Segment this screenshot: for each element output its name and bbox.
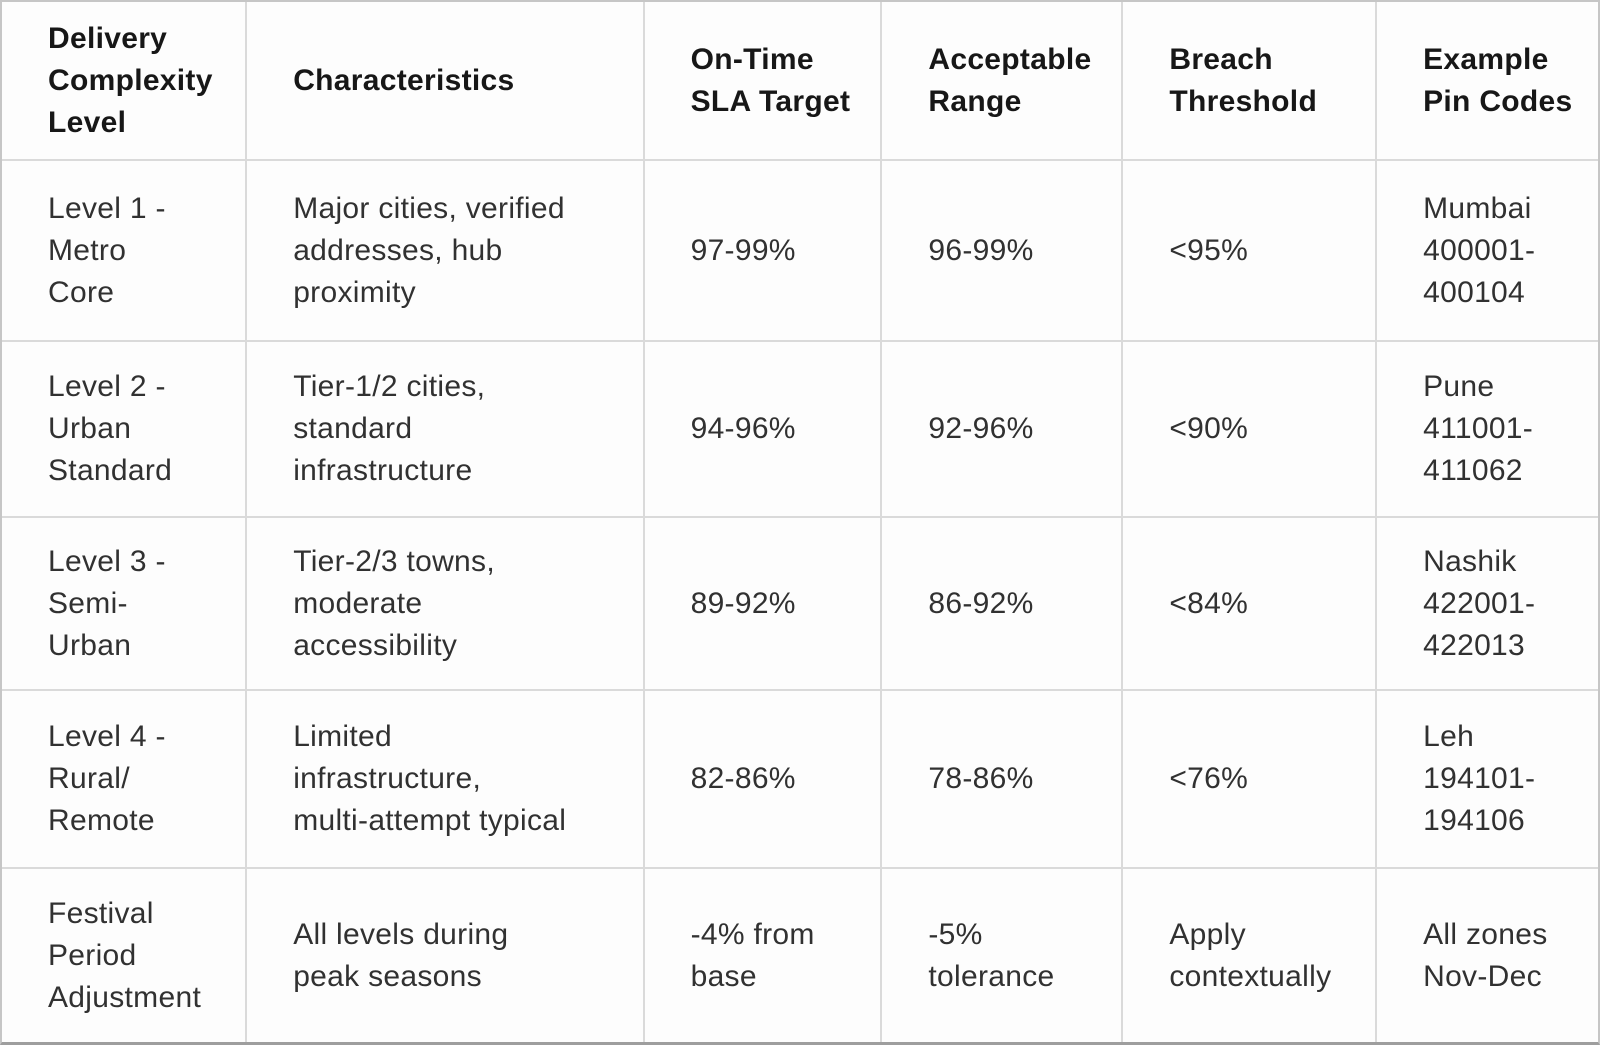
col-header-breach-threshold: Breach Threshold — [1121, 2, 1378, 161]
cell-sla-target: 94-96% — [642, 340, 883, 518]
table-row-level-4-rural-remote: Level 4 - Rural/ Remote Limited infrastr… — [2, 689, 1598, 869]
cell-sla-target: 97-99% — [642, 159, 883, 342]
cell-acceptable-range: 86-92% — [880, 516, 1124, 691]
table-row-level-3-semi-urban: Level 3 - Semi- Urban Tier-2/3 towns, mo… — [2, 516, 1598, 691]
cell-acceptable-range: 96-99% — [880, 159, 1124, 342]
col-header-delivery-complexity-level: Delivery Complexity Level — [2, 2, 248, 161]
cell-breach-threshold: <76% — [1121, 689, 1378, 869]
col-header-acceptable-range: Acceptable Range — [880, 2, 1124, 161]
cell-breach-threshold: <90% — [1121, 340, 1378, 518]
cell-acceptable-range: 92-96% — [880, 340, 1124, 518]
cell-level: Level 2 - Urban Standard — [2, 340, 248, 518]
cell-breach-threshold: Apply contextually — [1121, 867, 1378, 1042]
cell-sla-target: -4% from base — [642, 867, 883, 1042]
cell-acceptable-range: -5% tolerance — [880, 867, 1124, 1042]
cell-breach-threshold: <95% — [1121, 159, 1378, 342]
table-row-festival-period-adjustment: Festival Period Adjustment All levels du… — [2, 867, 1598, 1042]
cell-example-pins: Mumbai 400001- 400104 — [1375, 159, 1598, 342]
header-row: Delivery Complexity Level Characteristic… — [2, 2, 1598, 161]
cell-level: Festival Period Adjustment — [2, 867, 248, 1042]
col-header-characteristics: Characteristics — [245, 2, 645, 161]
cell-characteristics: Limited infrastructure, multi-attempt ty… — [245, 689, 645, 869]
cell-sla-target: 82-86% — [642, 689, 883, 869]
cell-characteristics: Major cities, verified addresses, hub pr… — [245, 159, 645, 342]
cell-characteristics: Tier-2/3 towns, moderate accessibility — [245, 516, 645, 691]
cell-level: Level 1 - Metro Core — [2, 159, 248, 342]
cell-example-pins: Nashik 422001- 422013 — [1375, 516, 1598, 691]
cell-example-pins: Pune 411001- 411062 — [1375, 340, 1598, 518]
cell-level: Level 4 - Rural/ Remote — [2, 689, 248, 869]
cell-level: Level 3 - Semi- Urban — [2, 516, 248, 691]
cell-example-pins: Leh 194101- 194106 — [1375, 689, 1598, 869]
col-header-on-time-sla-target: On-Time SLA Target — [642, 2, 883, 161]
cell-breach-threshold: <84% — [1121, 516, 1378, 691]
cell-example-pins: All zones Nov-Dec — [1375, 867, 1598, 1042]
cell-characteristics: All levels during peak seasons — [245, 867, 645, 1042]
table-row-level-1-metro-core: Level 1 - Metro Core Major cities, verif… — [2, 159, 1598, 342]
col-header-example-pin-codes: Example Pin Codes — [1375, 2, 1598, 161]
table-row-level-2-urban-standard: Level 2 - Urban Standard Tier-1/2 cities… — [2, 340, 1598, 518]
cell-acceptable-range: 78-86% — [880, 689, 1124, 869]
cell-sla-target: 89-92% — [642, 516, 883, 691]
cell-characteristics: Tier-1/2 cities, standard infrastructure — [245, 340, 645, 518]
